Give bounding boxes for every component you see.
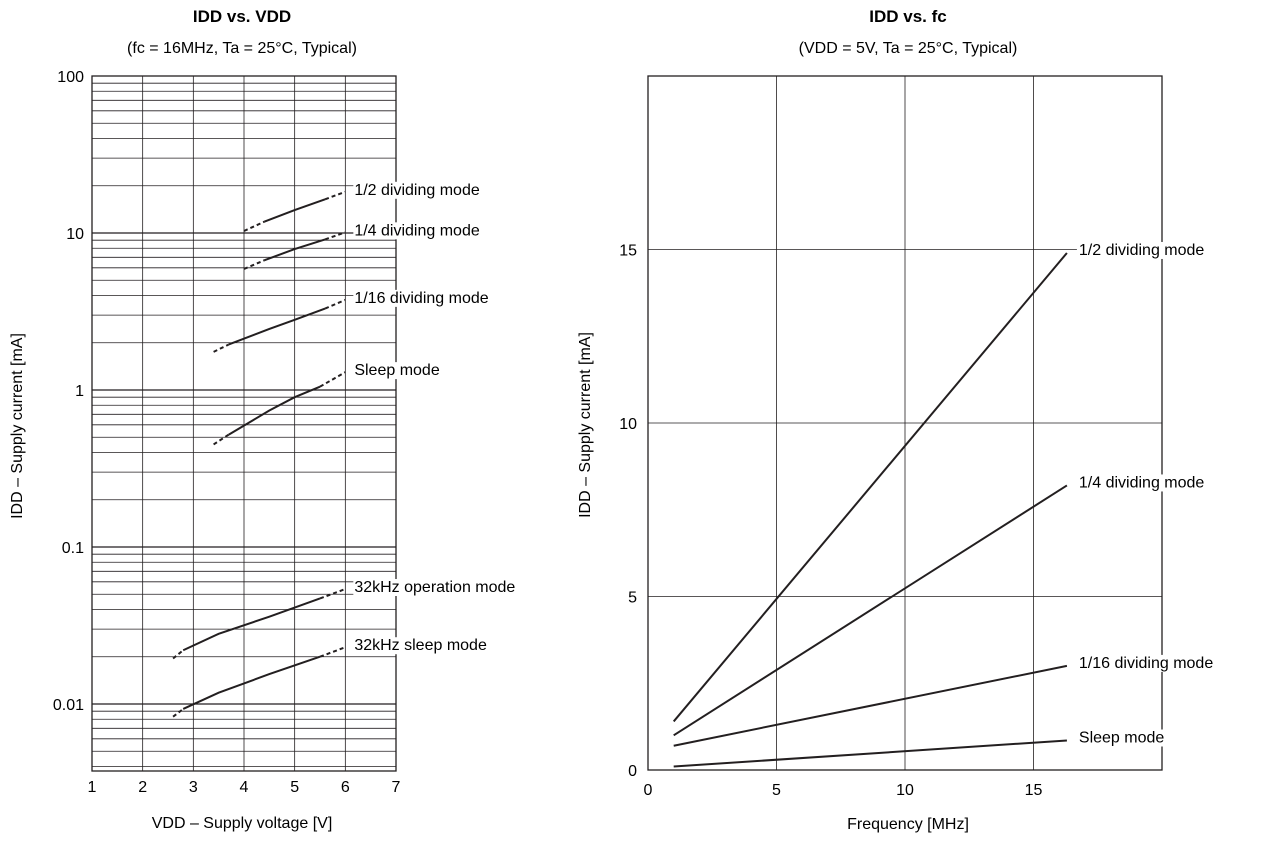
right-chart-xlabel: Frequency [MHz] — [847, 816, 969, 833]
right-x-tick-label: 5 — [772, 782, 781, 799]
left-y-tick-label: 1 — [75, 383, 84, 400]
right-y-tick-label: 15 — [619, 243, 637, 260]
left-series-label-bg — [353, 362, 441, 380]
right-chart-grid — [647, 75, 1163, 771]
left-series-dash-start — [213, 433, 230, 446]
left-series-line — [263, 238, 326, 262]
left-chart-ticks: 1 2 3 4 5 6 7 100 10 1 0.1 0.01 — [53, 69, 401, 796]
left-series-label-bg — [353, 181, 481, 199]
right-x-tick-label: 0 — [644, 782, 653, 799]
right-y-tick-label: 10 — [619, 416, 637, 433]
right-series-label-bg — [1076, 729, 1167, 747]
right-x-tick-label: 15 — [1025, 782, 1043, 799]
left-series-dash-end — [324, 231, 346, 241]
left-series-dash-end — [319, 646, 346, 658]
left-series-label: 1/4 dividing mode — [354, 222, 480, 239]
right-series-label-bg — [1076, 474, 1207, 492]
left-chart-series: 1/2 dividing mode 1/4 dividing mode 1/16 d… — [172, 181, 517, 718]
left-series-label: 32kHz operation mode — [354, 579, 515, 596]
left-series-label: 1/2 dividing mode — [354, 182, 480, 199]
left-series-line — [182, 597, 321, 652]
left-y-tick-label: 0.1 — [62, 540, 84, 557]
right-plot-frame — [647, 75, 1163, 771]
right-chart-subtitle: (VDD = 5V, Ta = 25°C, Typical) — [799, 40, 1018, 57]
right-series-label-bg — [1076, 241, 1207, 259]
right-series-label: 1/4 dividing mode — [1079, 474, 1205, 491]
left-y-tick-label: 0.01 — [53, 697, 84, 714]
left-series-dash-end — [324, 298, 346, 310]
right-series-label: 1/2 dividing mode — [1079, 242, 1205, 259]
left-plot-frame — [91, 75, 397, 772]
left-series-label-bg — [353, 222, 481, 240]
right-y-tick-label: 5 — [628, 590, 637, 607]
right-chart-ylabel: IDD – Supply current [mA] — [577, 332, 594, 518]
left-series-dash-start — [172, 708, 184, 718]
left-series-label: Sleep mode — [354, 362, 439, 379]
left-series-label: 1/16 dividing mode — [354, 290, 488, 307]
left-series-label-bg — [353, 637, 488, 655]
left-series-label-bg — [353, 289, 490, 307]
left-x-tick-label: 3 — [189, 779, 198, 796]
left-series-line — [228, 307, 326, 346]
left-chart-xlabel: VDD – Supply voltage [V] — [152, 815, 333, 832]
left-y-tick-label: 10 — [66, 226, 84, 243]
left-series-dash-end — [324, 190, 346, 201]
left-x-tick-label: 7 — [392, 779, 401, 796]
right-series-line — [673, 664, 1068, 747]
left-x-tick-label: 1 — [88, 779, 97, 796]
left-chart-subtitle: (fc = 16MHz, Ta = 25°C, Typical) — [127, 40, 357, 57]
right-chart-title: IDD vs. fc — [869, 7, 946, 26]
left-series-line — [263, 198, 326, 223]
left-x-tick-label: 5 — [290, 779, 299, 796]
left-series-line — [228, 385, 321, 436]
left-x-tick-label: 2 — [138, 779, 147, 796]
left-chart-grid — [91, 75, 397, 772]
right-series-line — [672, 252, 1068, 723]
left-y-tick-label: 100 — [57, 69, 84, 86]
left-series-line — [182, 655, 321, 710]
right-series-label-bg — [1076, 654, 1216, 672]
left-chart-title: IDD vs. VDD — [193, 7, 291, 26]
left-series-dash-end — [319, 371, 346, 388]
right-chart-ticks: 0 5 10 15 0 5 10 15 — [619, 243, 1042, 800]
right-chart-series: 1/2 dividing mode 1/4 dividing mode 1/16 d… — [672, 241, 1216, 768]
right-series-label: Sleep mode — [1079, 730, 1164, 747]
right-y-tick-label: 0 — [628, 763, 637, 780]
left-series-dash-start — [243, 220, 265, 232]
left-series-dash-start — [172, 649, 184, 660]
left-series-label: 32kHz sleep mode — [354, 637, 487, 654]
right-series-label: 1/16 dividing mode — [1079, 655, 1213, 672]
left-chart-ylabel: IDD – Supply current [mA] — [9, 333, 26, 519]
right-series-line — [673, 739, 1067, 768]
left-series-dash-end — [319, 588, 346, 600]
right-x-tick-label: 10 — [896, 782, 914, 799]
left-x-tick-label: 6 — [341, 779, 350, 796]
left-x-tick-label: 4 — [240, 779, 249, 796]
right-series-line — [673, 484, 1068, 737]
left-series-label-bg — [353, 579, 517, 597]
left-series-dash-start — [213, 343, 230, 353]
left-series-dash-start — [243, 259, 265, 270]
